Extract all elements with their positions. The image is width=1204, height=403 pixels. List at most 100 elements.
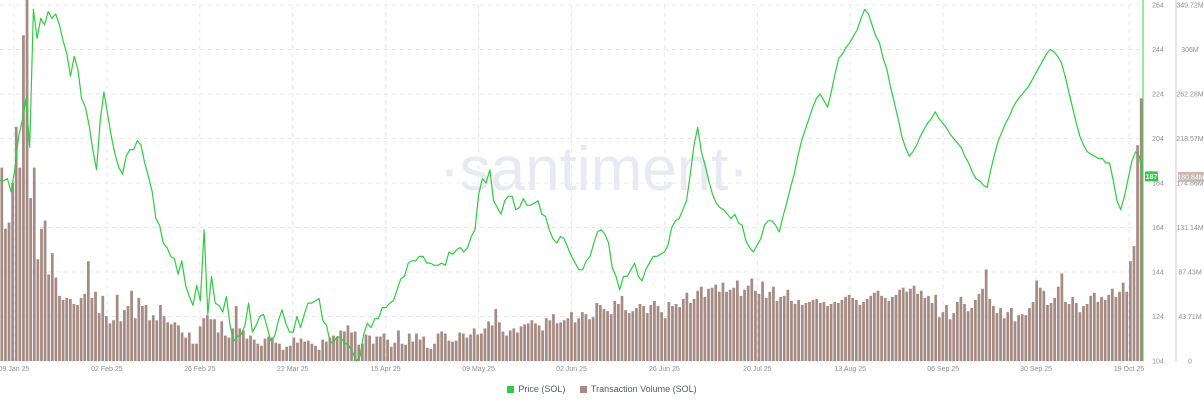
volume-bar <box>310 343 314 361</box>
volume-bar <box>627 313 631 361</box>
volume-bar <box>804 302 808 361</box>
volume-bar <box>934 294 938 361</box>
volume-bar <box>901 287 905 361</box>
volume-bar <box>256 343 260 361</box>
volume-bar <box>501 331 505 361</box>
x-tick-label: 19 Oct 25 <box>1114 366 1144 373</box>
volume-bar <box>328 337 332 361</box>
volume-bar <box>479 333 483 361</box>
legend-item-price[interactable]: Price (SOL) <box>507 384 565 394</box>
volume-bar <box>790 300 793 361</box>
volume-bar <box>898 289 901 361</box>
volume-bar <box>415 333 418 361</box>
price-line <box>0 8 1144 362</box>
volume-bar <box>472 328 476 361</box>
volume-bar <box>411 341 415 361</box>
volume-bar <box>346 325 350 361</box>
volume-tick-label: 43.71M <box>1178 314 1202 321</box>
axis-layer <box>1142 0 1177 361</box>
volume-bar <box>1092 292 1096 361</box>
volume-bar <box>342 331 346 361</box>
volume-bar <box>909 288 912 361</box>
volume-bar <box>973 299 977 361</box>
volume-bar <box>689 302 692 361</box>
volume-bar <box>577 318 581 361</box>
x-tick-label: 13 Aug 25 <box>834 366 866 373</box>
volume-bar <box>443 333 447 361</box>
volume-bar <box>876 290 880 361</box>
volume-bar <box>606 311 609 361</box>
volume-bar <box>764 297 768 361</box>
volume-bar <box>144 305 148 361</box>
volume-bar <box>692 298 696 361</box>
volume-bar <box>350 332 353 361</box>
volume-bar <box>1089 295 1093 361</box>
volume-bar <box>959 296 963 361</box>
volume-bar <box>202 318 206 361</box>
volume-bar <box>371 343 375 361</box>
price-line-layer <box>0 8 1144 362</box>
volume-bar <box>112 320 115 361</box>
volume-bar <box>7 222 11 361</box>
volume-bar <box>184 337 188 361</box>
volume-bar <box>988 298 992 361</box>
price-current-badge <box>1145 171 1158 182</box>
volume-bar <box>1028 308 1031 361</box>
volume-bar <box>317 349 321 361</box>
volume-bar <box>1013 321 1017 361</box>
volume-bar <box>1136 145 1139 361</box>
volume-bar <box>559 322 563 361</box>
volume-bar <box>1082 306 1085 361</box>
volume-bar <box>299 338 303 361</box>
volume-bar <box>836 302 840 361</box>
volume-bar <box>862 301 865 361</box>
volume-bar <box>476 334 480 361</box>
volume-tick-label: 262.28M <box>1176 92 1203 99</box>
volume-bar <box>425 347 429 361</box>
volume-bar <box>288 345 292 361</box>
volume-tick-label: 218.57M <box>1176 136 1203 143</box>
volume-bar <box>400 343 404 361</box>
volume-bar <box>173 322 177 361</box>
volume-bar <box>54 277 58 361</box>
volume-bar <box>598 305 602 361</box>
legend-item-volume[interactable]: Transaction Volume (SOL) <box>579 384 697 394</box>
volume-swatch-icon <box>579 385 587 393</box>
price-tick-label: 104 <box>1152 359 1164 366</box>
volume-bar <box>1071 296 1075 361</box>
volume-bar <box>159 305 162 361</box>
volume-bar <box>1139 98 1143 361</box>
price-tick-label: 244 <box>1152 47 1164 54</box>
volume-bar <box>393 342 397 361</box>
volume-bar <box>195 343 198 361</box>
volume-bar <box>469 334 472 361</box>
volume-bar <box>1053 297 1057 361</box>
volume-bar <box>609 314 613 361</box>
volume-bar <box>407 333 411 361</box>
x-tick-label: 30 Sep 25 <box>1020 366 1052 373</box>
volume-bar <box>292 337 296 361</box>
volume-bar <box>937 317 941 361</box>
volume-bar <box>76 305 79 361</box>
volume-bar <box>339 330 343 361</box>
volume-bar <box>397 330 400 361</box>
volume-bar <box>1100 296 1103 361</box>
volume-bar <box>36 259 40 361</box>
volume-bar <box>548 320 552 361</box>
volume-bar <box>761 281 764 361</box>
volume-bar <box>220 321 224 361</box>
volume-bar <box>829 303 833 361</box>
volume-bar <box>252 339 256 361</box>
volume-bar <box>1067 303 1071 361</box>
volume-bar <box>865 298 869 361</box>
volume-bar <box>963 303 966 361</box>
volume-bar <box>281 349 285 361</box>
volume-bar <box>1129 261 1132 361</box>
volume-bar <box>797 299 801 361</box>
volume-bar <box>177 325 180 361</box>
legend-label-price: Price (SOL) <box>518 384 566 394</box>
volume-bar <box>696 290 700 361</box>
volume-bar <box>166 322 170 361</box>
volume-bar <box>1118 291 1121 361</box>
